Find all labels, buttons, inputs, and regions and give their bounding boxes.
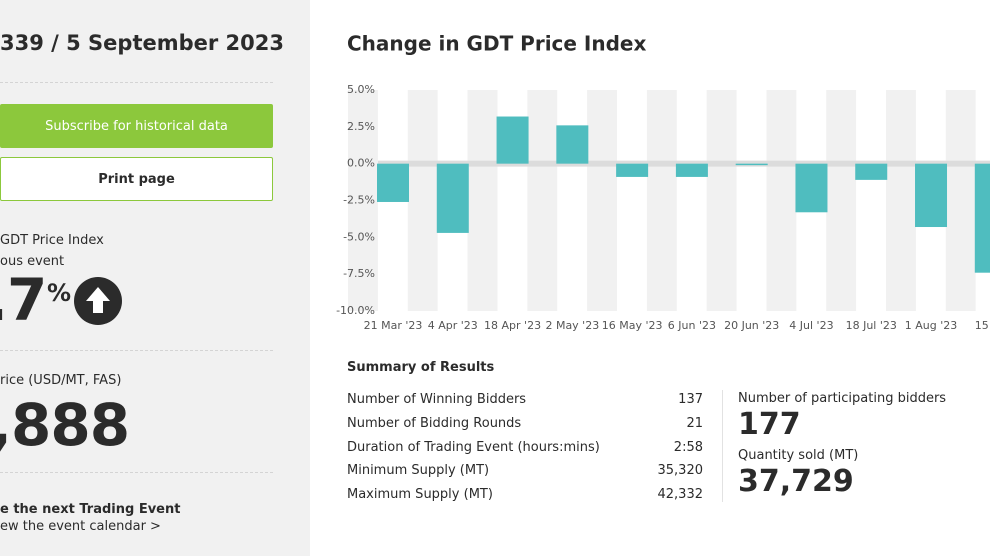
bar <box>616 163 649 177</box>
stripe <box>706 90 737 311</box>
stripe <box>886 90 916 311</box>
bar <box>675 163 708 177</box>
next-event-title: e the next Trading Event <box>0 502 181 517</box>
divider <box>722 390 723 502</box>
subscribe-button[interactable]: Subscribe for historical data <box>0 104 273 148</box>
bar <box>915 163 948 228</box>
stripe <box>826 90 857 311</box>
y-tick-label: -10.0% <box>336 304 375 317</box>
stripe <box>527 90 558 311</box>
summary-value: 35,320 <box>657 463 704 479</box>
summary-label: Number of Bidding Rounds <box>347 415 522 431</box>
y-tick-label: -7.5% <box>343 267 375 280</box>
index-change-unit: % <box>47 279 72 307</box>
bar <box>735 163 768 166</box>
summary-value: 2:58 <box>673 439 703 455</box>
highlight-label: Number of participating bidders <box>738 391 947 406</box>
stripe <box>348 90 378 311</box>
summary-label: Minimum Supply (MT) <box>347 463 490 479</box>
print-button[interactable]: Print page <box>0 157 273 201</box>
x-tick-label: 21 Mar '23 <box>364 319 423 332</box>
x-tick-label: 15 Au <box>975 319 990 332</box>
highlight-value: 37,729 <box>738 464 854 499</box>
x-tick-label: 6 Jun '23 <box>668 319 716 332</box>
x-tick-label: 4 Apr '23 <box>428 319 478 332</box>
next-event-link[interactable]: ew the event calendar > <box>0 519 161 534</box>
summary-label: Maximum Supply (MT) <box>347 487 493 503</box>
bar <box>855 163 888 180</box>
summary-value: 137 <box>678 392 703 407</box>
y-tick-label: -5.0% <box>343 230 375 243</box>
highlight-value: 177 <box>738 407 801 442</box>
sidebar: 339 / 5 September 2023 Subscribe for his… <box>0 0 310 556</box>
summary-value: 42,332 <box>657 487 704 503</box>
x-tick-label: 18 Apr '23 <box>484 319 541 332</box>
y-tick-label: -2.5% <box>343 194 375 207</box>
bar <box>974 163 990 273</box>
price-label: rice (USD/MT, FAS) <box>0 373 122 388</box>
highlight-label: Quantity sold (MT) <box>738 448 859 463</box>
bar <box>496 116 529 164</box>
bar <box>436 163 469 233</box>
stripe <box>945 90 976 311</box>
divider <box>0 82 273 83</box>
bar <box>795 163 828 213</box>
summary-label: Duration of Trading Event (hours:mins) <box>347 439 600 455</box>
y-tick-label: 2.5% <box>347 120 375 133</box>
stripe <box>587 90 618 311</box>
summary-value: 21 <box>686 415 703 431</box>
summary-title: Summary of Results <box>347 360 495 375</box>
divider <box>0 350 273 351</box>
event-title: 339 / 5 September 2023 <box>0 31 285 55</box>
x-tick-label: 1 Aug '23 <box>905 319 958 332</box>
up-arrow-icon <box>74 277 122 325</box>
stripe <box>467 90 498 311</box>
chart-title: Change in GDT Price Index <box>347 32 646 56</box>
stripe <box>646 90 677 311</box>
y-tick-label: 5.0% <box>347 83 375 96</box>
price-value: ,888 <box>0 391 130 459</box>
index-label: GDT Price Index <box>0 233 104 248</box>
x-tick-label: 18 Jul '23 <box>846 319 897 332</box>
stripe <box>766 90 797 311</box>
x-tick-label: 2 May '23 <box>545 319 599 332</box>
y-tick-label: 0.0% <box>347 157 375 170</box>
index-change: .7 <box>0 266 47 334</box>
x-tick-label: 16 May '23 <box>602 319 663 332</box>
bar <box>556 125 589 164</box>
chart: Change in GDT Price Index 5.0% 2.5% 0.0% -2… <box>336 32 990 332</box>
index-sublabel: ous event <box>0 254 65 269</box>
summary-label: Number of Winning Bidders <box>347 392 527 407</box>
stripe <box>407 90 438 311</box>
x-tick-label: 20 Jun '23 <box>724 319 779 332</box>
x-tick-label: 4 Jul '23 <box>789 319 833 332</box>
bar <box>377 163 409 202</box>
divider <box>0 472 273 473</box>
